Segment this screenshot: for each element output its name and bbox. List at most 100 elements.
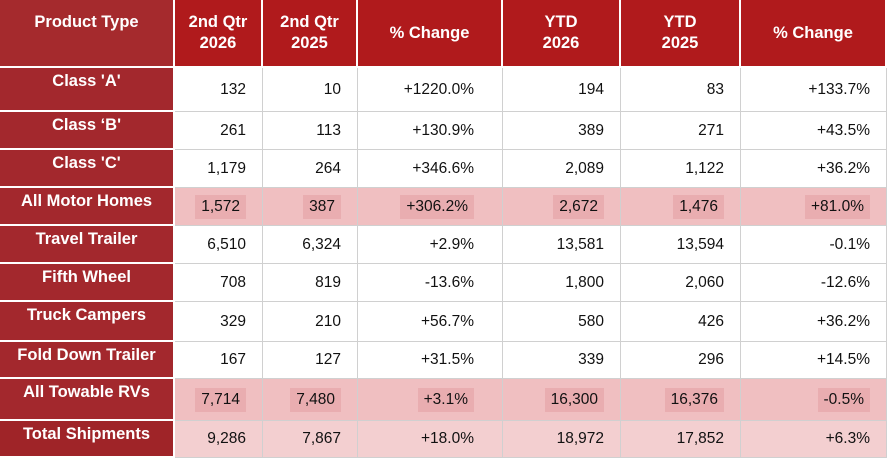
table-row: Truck Campers 329 210 +56.7% 580 426 +36…	[0, 302, 887, 342]
q-change-cell: +56.7%	[358, 302, 503, 342]
table-row: Class ‘B' 261 113 +130.9% 389 271 +43.5%	[0, 112, 887, 150]
q2-2025-cell: 387	[263, 188, 358, 226]
header-pct-change-ytd: % Change	[741, 0, 887, 68]
ytd-2026-cell: 2,089	[503, 150, 621, 188]
ytd-2025-cell: 296	[621, 342, 741, 379]
q2-2026-cell: 1,572	[175, 188, 263, 226]
ytd-2025-value: 16,376	[664, 387, 724, 412]
q2-2026-value: 1,572	[195, 194, 246, 219]
q-change-cell: +306.2%	[358, 188, 503, 226]
ytd-change-cell: -0.1%	[741, 226, 887, 264]
q2-2026-cell: 132	[175, 68, 263, 112]
q-change-value: +306.2%	[400, 194, 474, 219]
row-label: All Motor Homes	[0, 188, 175, 226]
row-label: Class 'C'	[0, 150, 175, 188]
header-q2-2026: 2nd Qtr 2026	[175, 0, 263, 68]
header-ytd-2025: YTD 2025	[621, 0, 741, 68]
row-label: Total Shipments	[0, 421, 175, 458]
q2-2025-cell: 10	[263, 68, 358, 112]
header-row: Product Type 2nd Qtr 2026 2nd Qtr 2025 %…	[0, 0, 887, 68]
table-row: Fold Down Trailer 167 127 +31.5% 339 296…	[0, 342, 887, 379]
row-label: Class 'A'	[0, 68, 175, 112]
header-ytd-2026: YTD 2026	[503, 0, 621, 68]
ytd-2026-cell: 339	[503, 342, 621, 379]
ytd-change-cell: +43.5%	[741, 112, 887, 150]
header-pct-change-q: % Change	[358, 0, 503, 68]
ytd-2026-cell: 18,972	[503, 421, 621, 458]
q2-2025-cell: 127	[263, 342, 358, 379]
q-change-cell: +130.9%	[358, 112, 503, 150]
ytd-change-value: -0.5%	[817, 387, 870, 412]
row-label: Fold Down Trailer	[0, 342, 175, 379]
table-row: Travel Trailer 6,510 6,324 +2.9% 13,581 …	[0, 226, 887, 264]
q-change-cell: +31.5%	[358, 342, 503, 379]
ytd-2025-cell: 16,376	[621, 379, 741, 421]
ytd-change-cell: +81.0%	[741, 188, 887, 226]
ytd-change-cell: -0.5%	[741, 379, 887, 421]
subtotal-row: All Motor Homes 1,572 387 +306.2% 2,672 …	[0, 188, 887, 226]
table-row: Fifth Wheel 708 819 -13.6% 1,800 2,060 -…	[0, 264, 887, 302]
row-label: Travel Trailer	[0, 226, 175, 264]
ytd-2025-cell: 83	[621, 68, 741, 112]
ytd-2026-cell: 2,672	[503, 188, 621, 226]
q2-2026-cell: 6,510	[175, 226, 263, 264]
ytd-2026-cell: 580	[503, 302, 621, 342]
ytd-2026-cell: 13,581	[503, 226, 621, 264]
header-q2-2025: 2nd Qtr 2025	[263, 0, 358, 68]
ytd-2026-cell: 16,300	[503, 379, 621, 421]
ytd-change-cell: +14.5%	[741, 342, 887, 379]
q2-2026-cell: 708	[175, 264, 263, 302]
ytd-change-cell: +133.7%	[741, 68, 887, 112]
row-label: Class ‘B'	[0, 112, 175, 150]
q2-2025-cell: 6,324	[263, 226, 358, 264]
ytd-2026-value: 2,672	[553, 194, 604, 219]
q2-2026-cell: 9,286	[175, 421, 263, 458]
ytd-2026-value: 16,300	[544, 387, 604, 412]
ytd-change-cell: +36.2%	[741, 150, 887, 188]
ytd-2025-cell: 13,594	[621, 226, 741, 264]
header-q2-2025-label: 2nd Qtr 2025	[280, 13, 339, 52]
q-change-cell: +2.9%	[358, 226, 503, 264]
q-change-cell: +1220.0%	[358, 68, 503, 112]
header-ytd-2025-label: YTD 2025	[661, 13, 699, 52]
ytd-change-cell: +36.2%	[741, 302, 887, 342]
q2-2025-cell: 113	[263, 112, 358, 150]
q-change-cell: +3.1%	[358, 379, 503, 421]
row-label: Fifth Wheel	[0, 264, 175, 302]
table-row: Class 'C' 1,179 264 +346.6% 2,089 1,122 …	[0, 150, 887, 188]
q2-2025-cell: 819	[263, 264, 358, 302]
q2-2026-cell: 329	[175, 302, 263, 342]
row-label: All Towable RVs	[0, 379, 175, 421]
table-row: Class 'A' 132 10 +1220.0% 194 83 +133.7%	[0, 68, 887, 112]
row-label: Truck Campers	[0, 302, 175, 342]
q2-2026-cell: 167	[175, 342, 263, 379]
q2-2026-cell: 261	[175, 112, 263, 150]
header-pct-change-ytd-label: % Change	[773, 23, 853, 42]
subtotal-row: All Towable RVs 7,714 7,480 +3.1% 16,300…	[0, 379, 887, 421]
q2-2026-cell: 1,179	[175, 150, 263, 188]
q-change-cell: +18.0%	[358, 421, 503, 458]
header-product-type: Product Type	[0, 0, 175, 68]
ytd-2026-cell: 1,800	[503, 264, 621, 302]
header-q2-2026-label: 2nd Qtr 2026	[188, 13, 248, 52]
total-row: Total Shipments 9,286 7,867 +18.0% 18,97…	[0, 421, 887, 458]
ytd-change-cell: +6.3%	[741, 421, 887, 458]
q-change-cell: -13.6%	[358, 264, 503, 302]
ytd-2026-cell: 194	[503, 68, 621, 112]
ytd-2025-cell: 426	[621, 302, 741, 342]
q2-2025-cell: 264	[263, 150, 358, 188]
q2-2025-cell: 210	[263, 302, 358, 342]
q2-2026-value: 7,714	[195, 387, 246, 412]
ytd-2025-cell: 271	[621, 112, 741, 150]
ytd-2025-cell: 17,852	[621, 421, 741, 458]
q2-2025-cell: 7,867	[263, 421, 358, 458]
q2-2025-cell: 7,480	[263, 379, 358, 421]
header-pct-change-q-label: % Change	[389, 23, 470, 42]
header-product-type-label: Product Type	[34, 13, 139, 31]
q2-2026-cell: 7,714	[175, 379, 263, 421]
header-ytd-2026-label: YTD 2026	[542, 13, 580, 52]
q-change-cell: +346.6%	[358, 150, 503, 188]
q2-2025-value: 387	[303, 194, 341, 219]
ytd-2026-cell: 389	[503, 112, 621, 150]
